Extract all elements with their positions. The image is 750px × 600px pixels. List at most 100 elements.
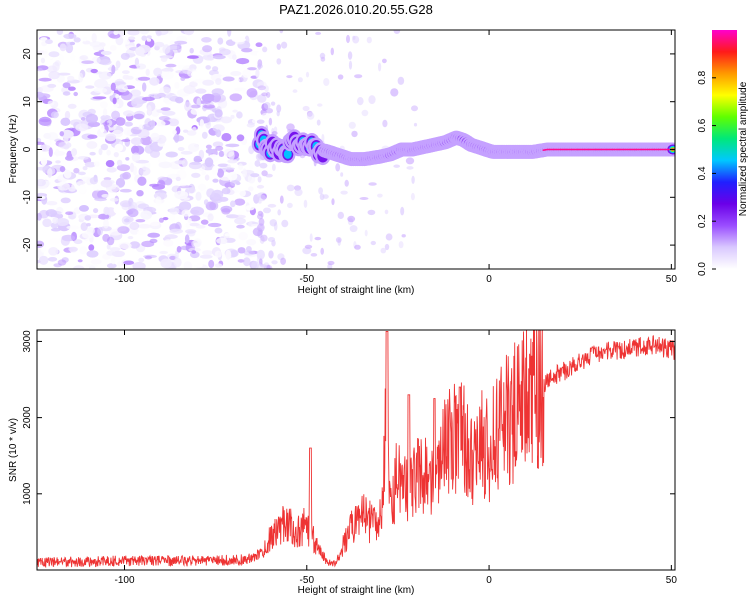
noise-speckle bbox=[320, 56, 326, 62]
noise-speckle bbox=[354, 244, 361, 250]
noise-speckle bbox=[259, 162, 268, 169]
noise-speckle bbox=[377, 193, 383, 198]
spectrogram-xtick-label: -50 bbox=[300, 274, 315, 285]
noise-speckle bbox=[135, 159, 149, 164]
noise-speckle bbox=[63, 169, 72, 179]
noise-speckle bbox=[246, 88, 258, 98]
noise-speckle bbox=[37, 67, 43, 72]
noise-speckle bbox=[256, 263, 263, 269]
noise-speckle bbox=[79, 205, 89, 212]
noise-speckle bbox=[149, 149, 161, 158]
noise-speckle bbox=[106, 167, 117, 173]
noise-speckle bbox=[263, 207, 271, 214]
noise-speckle bbox=[272, 163, 276, 171]
snr-ytick-label: 2000 bbox=[22, 406, 33, 429]
snr-xtick-label: 0 bbox=[486, 575, 492, 586]
noise-speckle bbox=[75, 123, 89, 132]
noise-speckle bbox=[221, 187, 231, 195]
noise-speckle bbox=[100, 143, 109, 151]
noise-speckle bbox=[212, 124, 225, 133]
noise-speckle bbox=[37, 141, 45, 145]
noise-speckle bbox=[127, 208, 139, 218]
noise-speckle bbox=[123, 110, 135, 117]
noise-speckle bbox=[219, 48, 231, 56]
ridge-mark bbox=[283, 149, 292, 159]
noise-speckle bbox=[173, 257, 182, 268]
noise-speckle bbox=[57, 182, 70, 191]
noise-speckle bbox=[47, 168, 53, 178]
noise-speckle bbox=[66, 225, 80, 230]
spectrogram-ylabel: Frequency (Hz) bbox=[8, 115, 19, 184]
noise-speckle bbox=[47, 257, 58, 262]
noise-speckle bbox=[173, 40, 188, 45]
noise-speckle bbox=[145, 68, 150, 76]
noise-speckle bbox=[202, 250, 214, 256]
noise-speckle bbox=[55, 160, 61, 164]
noise-speckle bbox=[368, 182, 377, 186]
noise-speckle bbox=[123, 218, 130, 223]
noise-speckle bbox=[211, 165, 219, 176]
noise-speckle bbox=[105, 133, 117, 142]
noise-speckle bbox=[93, 87, 108, 94]
noise-speckle bbox=[190, 206, 205, 216]
noise-speckle bbox=[186, 130, 197, 136]
snr-panel: -100 -50 0 50 1000 2000 3000 Height of straigh… bbox=[8, 329, 678, 596]
noise-speckle bbox=[168, 118, 180, 127]
noise-speckle bbox=[234, 217, 246, 225]
noise-speckle bbox=[180, 150, 193, 155]
noise-speckle bbox=[175, 96, 184, 104]
noise-speckle bbox=[248, 221, 253, 228]
noise-speckle bbox=[73, 167, 80, 174]
noise-speckle bbox=[37, 91, 44, 98]
noise-speckle bbox=[231, 37, 246, 43]
noise-speckle bbox=[349, 225, 358, 233]
noise-speckle bbox=[127, 30, 140, 36]
noise-speckle bbox=[196, 262, 203, 268]
noise-speckle bbox=[236, 224, 245, 229]
noise-speckle bbox=[335, 163, 341, 172]
noise-speckle bbox=[302, 105, 310, 112]
noise-speckle bbox=[141, 35, 147, 41]
snr-xlabel: Height of straight line (km) bbox=[298, 585, 415, 596]
noise-speckle bbox=[235, 181, 241, 185]
noise-speckle bbox=[340, 190, 348, 195]
noise-speckle bbox=[254, 160, 261, 167]
noise-speckle bbox=[137, 76, 151, 81]
noise-speckle bbox=[160, 107, 171, 111]
noise-speckle bbox=[191, 240, 202, 248]
noise-speckle bbox=[261, 112, 271, 120]
noise-speckle bbox=[149, 77, 160, 86]
noise-speckle bbox=[309, 233, 313, 242]
noise-speckle bbox=[205, 144, 212, 149]
noise-speckle bbox=[85, 263, 99, 268]
noise-speckle bbox=[157, 120, 166, 127]
noise-speckle bbox=[136, 190, 144, 197]
noise-speckle bbox=[71, 148, 78, 157]
noise-speckle bbox=[227, 30, 232, 37]
noise-speckle bbox=[51, 227, 61, 232]
noise-speckle bbox=[130, 228, 139, 235]
noise-speckle bbox=[156, 92, 166, 98]
snr-xtick-label: 50 bbox=[666, 575, 678, 586]
noise-speckle bbox=[207, 222, 222, 228]
noise-speckle bbox=[330, 47, 334, 56]
noise-speckle bbox=[230, 71, 242, 76]
noise-speckle bbox=[221, 208, 231, 215]
noise-speckle bbox=[93, 208, 99, 214]
noise-speckle bbox=[43, 49, 49, 58]
noise-speckle bbox=[322, 194, 329, 199]
noise-speckle bbox=[128, 36, 136, 40]
noise-speckle bbox=[214, 250, 222, 258]
noise-speckle bbox=[257, 223, 265, 232]
noise-speckle bbox=[214, 109, 223, 118]
noise-speckle bbox=[277, 209, 282, 216]
noise-speckle bbox=[139, 166, 151, 176]
noise-speckle bbox=[140, 210, 153, 220]
noise-speckle bbox=[208, 259, 215, 269]
snr-series-line bbox=[37, 330, 675, 569]
noise-speckle bbox=[267, 203, 277, 208]
noise-speckle bbox=[73, 37, 81, 43]
noise-speckle bbox=[115, 60, 121, 69]
noise-speckle bbox=[86, 250, 99, 258]
